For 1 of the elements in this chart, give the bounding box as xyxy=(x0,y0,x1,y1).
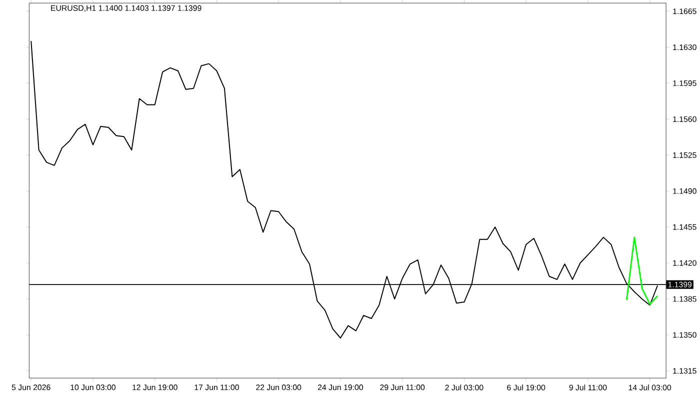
line-series xyxy=(626,236,658,305)
